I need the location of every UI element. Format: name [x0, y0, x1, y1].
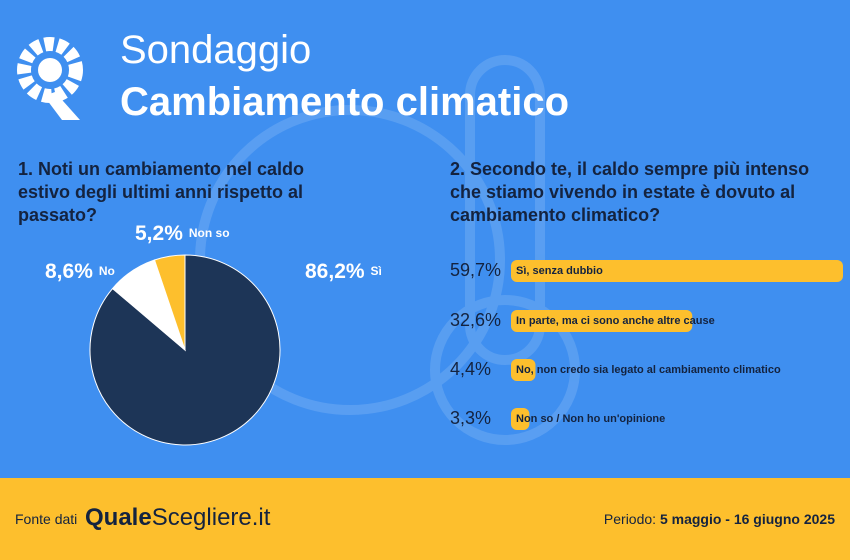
- bar-label: Sì, senza dubbio: [516, 265, 603, 277]
- slice-category: No: [99, 264, 115, 278]
- value-label: 59,7%: [450, 260, 501, 280]
- logo-regular: Scegliere.it: [151, 504, 271, 531]
- bar-label: Non so / Non ho un'opinione: [516, 413, 665, 425]
- period: Periodo: 5 maggio - 16 giugno 2025: [604, 511, 835, 527]
- bar-label: In parte, ma ci sono anche altre cause: [516, 315, 715, 327]
- bar: [511, 408, 530, 430]
- slice-value: 8,6%: [45, 260, 93, 283]
- source-label: Fonte dati: [15, 511, 78, 527]
- title-light: Sondaggio: [120, 28, 312, 72]
- value-label: 3,3%: [450, 408, 491, 428]
- value-label: 4,4%: [450, 359, 491, 379]
- bar: [511, 310, 693, 332]
- title-bold: Cambiamento climatico: [120, 80, 570, 124]
- question-1: 1. Noti un cambiamento nel caldo estivo …: [18, 159, 305, 225]
- slice-label: 8,6% No: [45, 260, 115, 283]
- period-label: Periodo:: [603, 511, 657, 527]
- slice-category: Non so: [189, 226, 230, 240]
- logo: QualeScegliere.it: [85, 504, 270, 532]
- slice-value: 5,2%: [135, 222, 183, 245]
- slice-category: Sì: [371, 264, 382, 278]
- bar: [511, 260, 843, 282]
- slice-value: 86,2%: [305, 260, 365, 283]
- logo-bold: Quale: [85, 504, 152, 531]
- value-label: 32,6%: [450, 310, 501, 330]
- slice-label: 5,2% Non so: [135, 222, 230, 245]
- pie-slice: [153, 254, 186, 351]
- slice-label: 86,2% Sì: [305, 260, 382, 283]
- bar-label: No, non credo sia legato al cambiamento …: [516, 364, 781, 376]
- bar: [511, 359, 536, 381]
- period-dates: 5 maggio - 16 giugno 2025: [659, 511, 835, 527]
- footer: Fonte dati QualeScegliere.it Periodo: 5 …: [0, 478, 850, 560]
- question-2: 2. Secondo te, il caldo sempre più inten…: [450, 159, 810, 225]
- charts: 86,2% Sì 8,6% No 5,2% Non so 59,7% Sì, senza du…: [45, 222, 843, 446]
